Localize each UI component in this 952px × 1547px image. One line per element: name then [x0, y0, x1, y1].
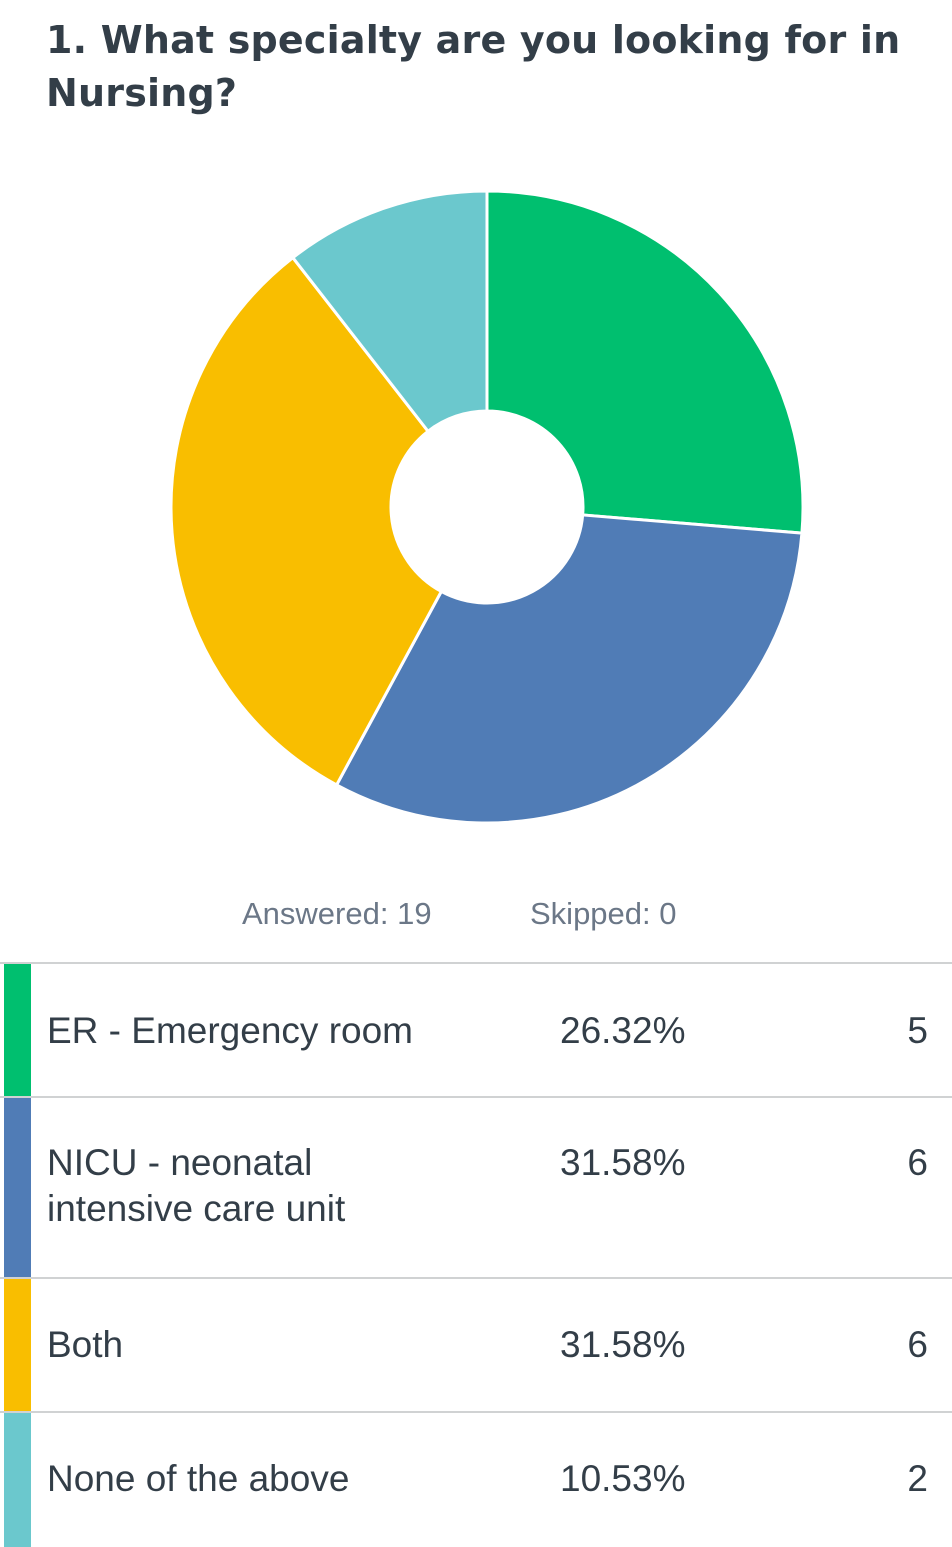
- choice-count: 5: [907, 1010, 928, 1051]
- legend-swatch-both: [4, 1279, 31, 1411]
- choice-label: Both: [47, 1324, 124, 1365]
- slice-nicu: [334, 513, 804, 825]
- answered-count: Answered: 19: [242, 896, 432, 931]
- choice-count: 6: [907, 1142, 928, 1183]
- table-row: NICU - neonatal intensive care unit 31.5…: [0, 1098, 952, 1279]
- choice-label: ER - Emergency room: [47, 1010, 413, 1051]
- choice-percent: 10.53%: [560, 1458, 686, 1499]
- table-row: ER - Emergency room 26.32% 5: [0, 964, 952, 1098]
- choice-count: 6: [907, 1324, 928, 1365]
- donut-chart: [169, 189, 805, 825]
- choice-label: NICU - neonatal intensive care unit: [47, 1142, 346, 1229]
- legend-swatch-er: [4, 964, 31, 1096]
- table-row: None of the above 10.53% 2: [0, 1413, 952, 1547]
- response-stats: Answered: 19 Skipped: 0: [0, 890, 952, 936]
- question-title: 1. What specialty are you looking for in…: [46, 18, 901, 115]
- skipped-count: Skipped: 0: [530, 896, 677, 931]
- results-table: ER - Emergency room 26.32% 5 NICU - neon…: [0, 962, 952, 1547]
- choice-label: None of the above: [47, 1458, 350, 1499]
- slice-both: [169, 255, 444, 787]
- choice-count: 2: [907, 1458, 928, 1499]
- legend-swatch-nicu: [4, 1098, 31, 1277]
- slice-none: [290, 189, 489, 434]
- legend-swatch-none: [4, 1413, 31, 1547]
- table-row: Both 31.58% 6: [0, 1279, 952, 1413]
- slice-er: [485, 189, 805, 535]
- choice-percent: 31.58%: [560, 1142, 686, 1183]
- choice-percent: 26.32%: [560, 1010, 686, 1051]
- choice-percent: 31.58%: [560, 1324, 686, 1365]
